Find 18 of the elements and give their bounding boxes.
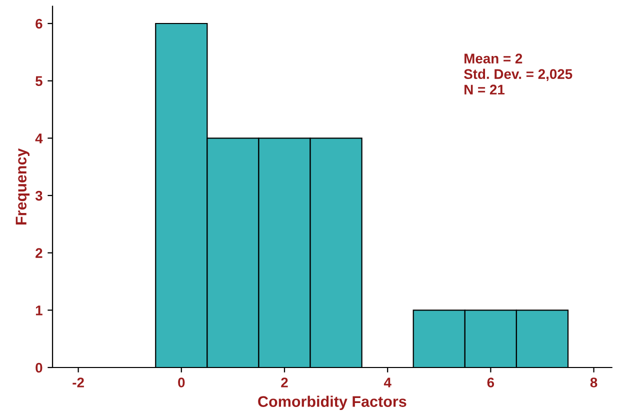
x-tick-label: 2 (281, 378, 288, 388)
y-tick-label: 4 (35, 134, 43, 144)
x-axis-title: Comorbidity Factors (258, 396, 406, 410)
y-tick-label: 3 (35, 190, 42, 201)
x-tick-label: 4 (384, 378, 392, 388)
y-tick-label: 0 (36, 362, 42, 373)
x-tick-label: 6 (487, 378, 494, 388)
x-tick-label: 8 (590, 378, 598, 388)
annotation: N = 21 (464, 84, 505, 94)
x-tick-label: -2 (72, 378, 84, 388)
y-tick-label: 1 (36, 306, 42, 316)
annotation: Std. Dev. = 2,025 (464, 68, 572, 82)
y-tick-label: 5 (36, 76, 42, 86)
y-tick-label: 2 (36, 248, 42, 258)
annotation: Mean = 2 (464, 54, 522, 64)
x-tick-label: 0 (178, 378, 185, 388)
y-tick-label: 6 (36, 18, 42, 29)
y-axis-title: Frequency (16, 148, 30, 225)
